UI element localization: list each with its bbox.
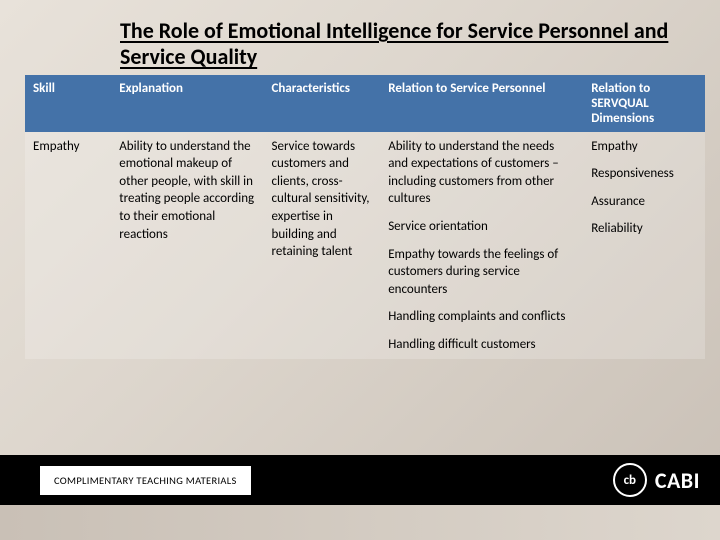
servqual-item: Responsiveness xyxy=(591,165,697,183)
cell-skill: Empathy xyxy=(25,132,111,359)
th-relation-servqual: Relation to SERVQUAL Dimensions xyxy=(583,75,705,132)
th-characteristics: Characteristics xyxy=(264,75,381,132)
table-header-row: Skill Explanation Characteristics Relati… xyxy=(25,75,705,132)
bottom-strip xyxy=(0,505,720,540)
logo-text: CABI xyxy=(655,467,700,494)
th-skill: Skill xyxy=(25,75,111,132)
ei-table: Skill Explanation Characteristics Relati… xyxy=(25,75,705,359)
slide: The Role of Emotional Intelligence for S… xyxy=(0,0,720,540)
table-row: Empathy Ability to understand the emotio… xyxy=(25,132,705,359)
th-relation-personnel: Relation to Service Personnel xyxy=(380,75,583,132)
servqual-item: Reliability xyxy=(591,220,697,238)
servqual-item: Empathy xyxy=(591,138,697,156)
footer-bar: COMPLIMENTARY TEACHING MATERIALS cb CABI xyxy=(0,455,720,505)
logo-circle-icon: cb xyxy=(613,463,647,497)
content-area: The Role of Emotional Intelligence for S… xyxy=(25,18,705,359)
servqual-item: Assurance xyxy=(591,193,697,211)
cell-characteristics: Service towards customers and clients, c… xyxy=(264,132,381,359)
rel-personnel-item: Empathy towards the feelings of customer… xyxy=(388,246,575,299)
rel-personnel-item: Handling difficult customers xyxy=(388,336,575,354)
cell-explanation: Ability to understand the emotional make… xyxy=(111,132,263,359)
footer-label: COMPLIMENTARY TEACHING MATERIALS xyxy=(40,466,251,495)
cell-relation-personnel: Ability to understand the needs and expe… xyxy=(380,132,583,359)
slide-title: The Role of Emotional Intelligence for S… xyxy=(120,18,705,71)
rel-personnel-item: Handling complaints and conflicts xyxy=(388,308,575,326)
rel-personnel-item: Ability to understand the needs and expe… xyxy=(388,138,575,208)
logo-inner-text: cb xyxy=(624,473,636,488)
cabi-logo: cb CABI xyxy=(613,463,700,497)
th-explanation: Explanation xyxy=(111,75,263,132)
rel-personnel-item: Service orientation xyxy=(388,218,575,236)
cell-relation-servqual: Empathy Responsiveness Assurance Reliabi… xyxy=(583,132,705,359)
